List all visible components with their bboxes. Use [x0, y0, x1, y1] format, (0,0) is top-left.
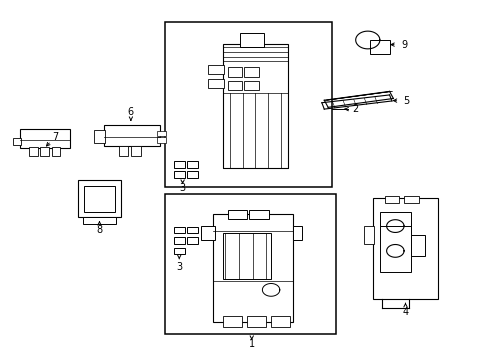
Bar	[244, 67, 259, 77]
Bar	[187, 171, 198, 177]
Bar	[164, 22, 331, 187]
Text: 7: 7	[52, 132, 58, 142]
Bar	[174, 238, 184, 244]
Bar	[292, 226, 301, 240]
Bar	[227, 67, 242, 77]
Bar	[20, 129, 70, 148]
Bar	[174, 227, 184, 233]
Bar	[213, 214, 292, 322]
Bar	[372, 198, 437, 299]
Bar	[379, 222, 410, 272]
Text: 9: 9	[400, 40, 407, 50]
Bar	[384, 196, 398, 203]
Bar	[78, 180, 121, 217]
Text: 2: 2	[352, 104, 358, 114]
Text: 6: 6	[127, 107, 134, 117]
Bar	[131, 145, 140, 156]
Bar	[379, 212, 410, 226]
Text: 4: 4	[402, 307, 407, 317]
Bar	[156, 131, 166, 136]
Bar	[187, 238, 198, 244]
Bar	[227, 210, 246, 219]
Bar	[227, 81, 242, 90]
Bar	[369, 40, 389, 54]
Bar	[223, 316, 242, 327]
Bar	[52, 147, 60, 156]
Bar	[104, 125, 160, 146]
Text: 1: 1	[248, 339, 254, 350]
Text: 5: 5	[403, 96, 409, 105]
Bar	[164, 194, 336, 334]
Bar	[246, 316, 265, 327]
Bar	[41, 147, 49, 156]
Text: 8: 8	[96, 225, 102, 235]
Bar	[187, 227, 198, 233]
Bar	[244, 81, 259, 90]
Bar	[13, 138, 20, 145]
Bar	[364, 226, 373, 244]
Bar	[82, 216, 116, 224]
Bar	[270, 316, 290, 327]
Bar	[239, 33, 264, 47]
Bar	[174, 171, 184, 177]
Bar	[223, 233, 270, 279]
Text: 3: 3	[179, 183, 185, 193]
Bar	[174, 248, 184, 255]
Bar	[187, 161, 198, 168]
Bar	[208, 79, 223, 88]
Bar	[223, 44, 287, 168]
Bar	[208, 65, 223, 74]
Bar	[201, 226, 214, 240]
Bar	[119, 145, 128, 156]
Text: 3: 3	[176, 262, 182, 272]
Bar	[29, 147, 38, 156]
Bar	[174, 161, 184, 168]
Bar	[249, 210, 268, 219]
Bar	[156, 138, 166, 143]
Bar	[403, 196, 418, 203]
Bar	[94, 130, 105, 143]
Bar	[84, 186, 115, 212]
Bar	[410, 235, 424, 256]
